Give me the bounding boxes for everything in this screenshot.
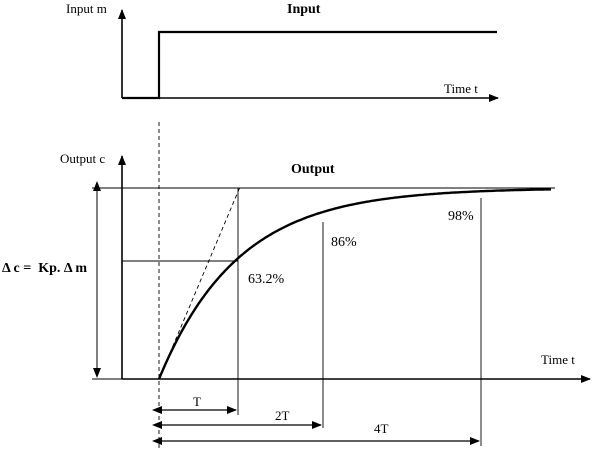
gain-label: Δ c = Kp. Δ m xyxy=(2,261,87,276)
input-title: Input xyxy=(287,2,321,17)
percent-label-98: 98% xyxy=(448,209,474,224)
time-label-2T: 2T xyxy=(275,408,290,423)
output-y-axis-label: Output c xyxy=(60,151,105,166)
time-label-T: T xyxy=(193,394,201,409)
output-x-axis-label: Time t xyxy=(541,352,575,367)
input-plot: Input m Input Time t xyxy=(66,1,499,102)
input-y-axis-label: Input m xyxy=(66,1,107,16)
output-title: Output xyxy=(291,162,335,177)
percent-label-86: 86% xyxy=(331,235,357,250)
response-curve xyxy=(157,188,552,380)
output-plot: Output c Output Time t Δ c = Kp. Δ m 63.… xyxy=(2,151,591,446)
input-x-axis-label: Time t xyxy=(444,81,478,96)
input-step-signal xyxy=(122,30,497,100)
time-label-4T: 4T xyxy=(374,421,389,436)
percent-label-63: 63.2% xyxy=(248,272,285,287)
